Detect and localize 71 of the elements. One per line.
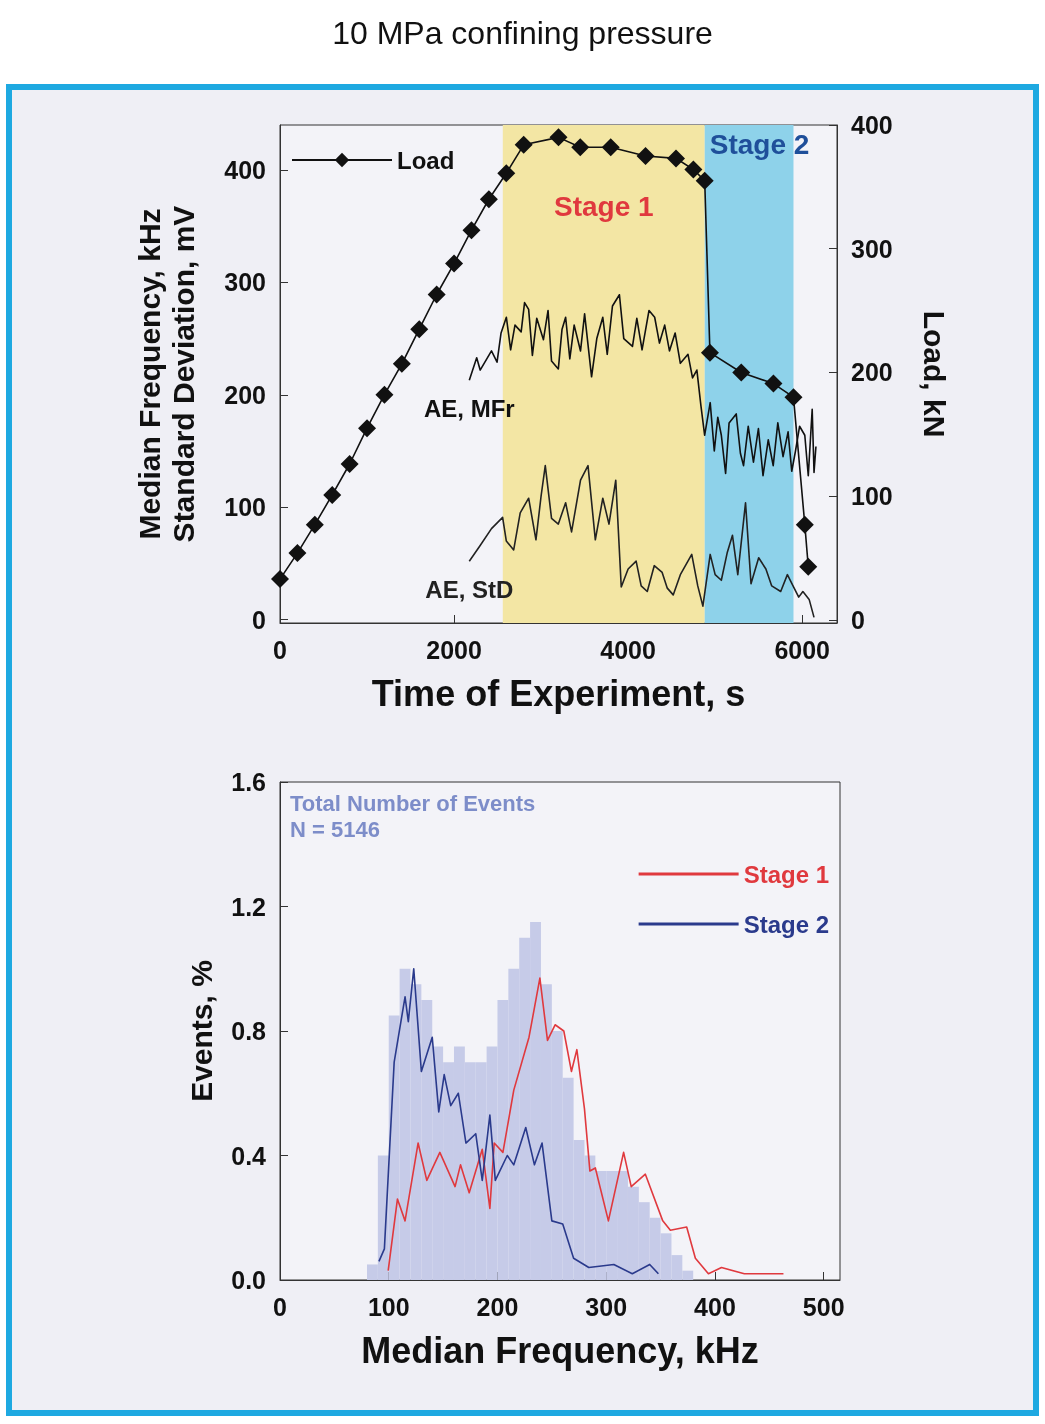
point [479, 190, 498, 209]
band-label: Stage 1 [553, 190, 654, 222]
point [795, 515, 814, 534]
y-tick-label: 1.2 [231, 892, 266, 921]
x-tick-label: 100 [367, 1292, 410, 1321]
point [427, 285, 446, 304]
point [340, 455, 359, 474]
y-axis-title: Median Frequency, kHz Standard Deviation, mV [132, 205, 200, 543]
legend-label: Load [397, 146, 455, 174]
line-series [378, 967, 660, 1275]
series-label: AE, MFr [423, 394, 515, 422]
y2-tick-label: 0 [851, 605, 865, 634]
x-axis-title: Time of Experiment, s [371, 672, 746, 714]
point [305, 515, 324, 534]
point [684, 160, 703, 179]
y-tick-label: 300 [224, 268, 266, 297]
x-tick-label: 0 [273, 635, 287, 664]
y-tick-label: 0.4 [231, 1141, 267, 1170]
line-series [468, 464, 815, 619]
y2-tick-label: 300 [851, 234, 893, 263]
legend-label: Stage 1 [743, 860, 829, 888]
point [288, 544, 307, 563]
x-tick-label: 400 [694, 1292, 736, 1321]
point [323, 485, 342, 504]
point [784, 388, 803, 407]
point [764, 374, 783, 393]
y-tick-label: 0.0 [231, 1266, 266, 1294]
y-axis-title: Events, % [184, 960, 218, 1102]
x-tick-label: 4000 [600, 635, 656, 664]
y2-tick-label: 100 [851, 482, 893, 511]
y2-tick-label: 200 [851, 358, 893, 387]
point [601, 138, 620, 157]
line-series [387, 977, 785, 1275]
y2-axis-title: Load, kN [917, 310, 951, 438]
point [549, 128, 568, 147]
point [358, 419, 377, 438]
x-tick-label: 500 [802, 1292, 845, 1321]
point [392, 354, 411, 373]
point [462, 221, 481, 240]
y-tick-label: 400 [224, 155, 266, 184]
y-tick-label: 100 [224, 493, 266, 522]
legend-label: Stage 2 [743, 910, 829, 938]
point [497, 164, 516, 183]
y-tick-label: 200 [224, 380, 266, 409]
point [732, 363, 751, 382]
x-tick-label: 2000 [426, 635, 482, 664]
x-tick-label: 200 [476, 1292, 519, 1321]
point [666, 149, 685, 168]
x-tick-label: 300 [585, 1292, 628, 1321]
point [700, 343, 719, 362]
point [375, 385, 394, 404]
y-tick-label: 0 [252, 605, 266, 634]
point [271, 570, 289, 589]
point [445, 254, 464, 273]
x-tick-label: 6000 [774, 635, 830, 664]
y-tick-label: 1.6 [231, 768, 266, 796]
band-label: Stage 2 [709, 128, 810, 160]
point [410, 320, 429, 339]
y2-tick-label: 400 [851, 111, 893, 139]
series-label: AE, StD [425, 575, 514, 603]
annotation: Total Number of Events [290, 790, 536, 816]
x-tick-label: 0 [273, 1292, 287, 1321]
point [514, 135, 533, 154]
point [799, 557, 818, 576]
point [695, 171, 714, 190]
chart-title: 10 MPa confining pressure [332, 15, 713, 51]
point [571, 138, 590, 157]
x-axis-title: Median Frequency, kHz [361, 1329, 759, 1371]
y-tick-label: 0.8 [231, 1017, 267, 1045]
point [636, 146, 655, 165]
annotation: N = 5146 [290, 816, 380, 842]
